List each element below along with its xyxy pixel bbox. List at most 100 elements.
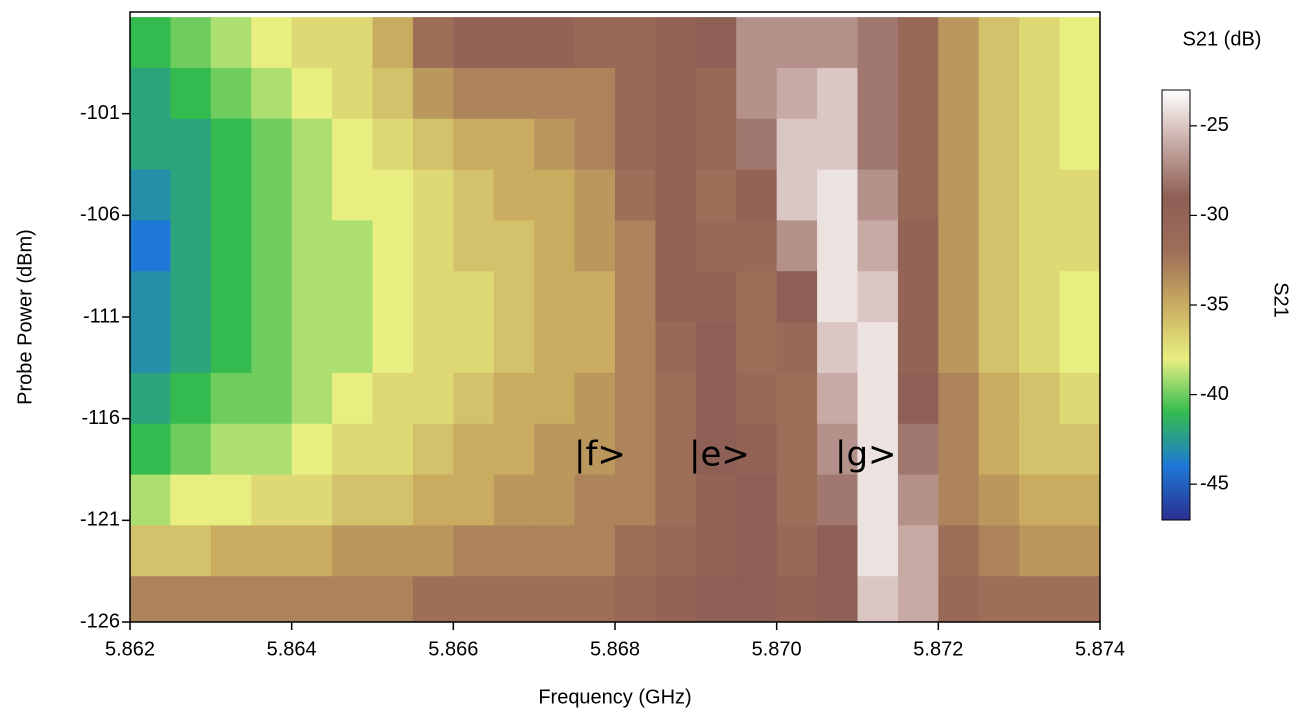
heatmap-cell — [695, 67, 737, 120]
heatmap-cell — [453, 271, 495, 323]
heatmap-cell — [817, 525, 858, 577]
heatmap-cell — [978, 372, 1020, 425]
y-tick-label: -126 — [80, 610, 120, 632]
heatmap-cell — [332, 169, 373, 221]
x-tick-label: 5.866 — [428, 638, 478, 660]
heatmap-cell — [291, 67, 333, 120]
heatmap-cell — [534, 118, 576, 171]
heatmap-cell — [695, 220, 737, 272]
heatmap-cell — [776, 271, 818, 323]
heatmap-cell — [655, 220, 697, 272]
heatmap-cell — [534, 169, 576, 221]
heatmap-cell — [372, 372, 414, 425]
heatmap-cell — [857, 220, 899, 272]
heatmap-cell — [493, 372, 535, 425]
heatmap-cell — [736, 576, 778, 622]
heatmap-cell — [574, 17, 616, 69]
heatmap-cell — [938, 17, 980, 69]
heatmap-cell — [130, 423, 171, 476]
heatmap-cell — [412, 17, 454, 69]
heatmap-cell — [574, 423, 616, 476]
heatmap-cell — [655, 118, 697, 171]
heatmap-cell — [1059, 525, 1100, 577]
heatmap-cell — [130, 17, 171, 69]
heatmap-cell — [1059, 372, 1100, 425]
heatmap-cell — [251, 118, 293, 171]
y-tick-label: -116 — [81, 407, 120, 429]
heatmap-cell — [978, 67, 1020, 120]
heatmap-cell — [776, 67, 818, 120]
heatmap-cell — [655, 525, 697, 577]
heatmap — [130, 17, 1100, 622]
heatmap-cell — [493, 118, 535, 171]
heatmap-cell — [291, 372, 333, 425]
heatmap-cell — [615, 474, 656, 526]
heatmap-cell — [372, 17, 414, 69]
heatmap-cell — [332, 271, 373, 323]
heatmap-cell — [1019, 67, 1061, 120]
heatmap-cell — [332, 322, 373, 374]
heatmap-cell — [332, 220, 373, 272]
heatmap-cell — [534, 322, 576, 374]
heatmap-cell — [130, 576, 171, 622]
heatmap-cell — [1019, 322, 1061, 374]
heatmap-cell — [493, 271, 535, 323]
y-axis-title: Probe Power (dBm) — [14, 229, 36, 405]
colorbar-label: S21 — [1270, 282, 1292, 318]
heatmap-cell — [210, 271, 252, 323]
heatmap-cell — [251, 474, 293, 526]
heatmap-cell — [291, 220, 333, 272]
heatmap-cell — [412, 271, 454, 323]
heatmap-cell — [655, 372, 697, 425]
heatmap-cell — [170, 372, 212, 425]
heatmap-cell — [170, 474, 212, 526]
heatmap-cell — [453, 169, 495, 221]
heatmap-cell — [372, 525, 414, 577]
heatmap-cell — [534, 271, 576, 323]
heatmap-cell — [574, 220, 616, 272]
heatmap-cell — [372, 423, 414, 476]
heatmap-cell — [332, 67, 373, 120]
heatmap-cell — [938, 67, 980, 120]
annotation: |g> — [835, 435, 897, 475]
heatmap-cell — [938, 525, 980, 577]
heatmap-cell — [695, 271, 737, 323]
heatmap-cell — [897, 220, 939, 272]
heatmap-cell — [251, 322, 293, 374]
heatmap-cell — [938, 474, 980, 526]
heatmap-cell — [210, 67, 252, 120]
heatmap-cell — [978, 118, 1020, 171]
heatmap-cell — [130, 220, 171, 272]
heatmap-cell — [453, 67, 495, 120]
colorbar-tick-label: -35 — [1200, 293, 1229, 315]
heatmap-cell — [736, 525, 778, 577]
x-tick-label: 5.874 — [1075, 638, 1125, 660]
heatmap-cell — [170, 17, 212, 69]
colorbar-tick-label: -25 — [1200, 114, 1229, 136]
heatmap-cell — [776, 220, 818, 272]
heatmap-cell — [291, 169, 333, 221]
heatmap-cell — [736, 474, 778, 526]
heatmap-cell — [291, 474, 333, 526]
heatmap-cell — [332, 17, 373, 69]
heatmap-cell — [897, 525, 939, 577]
heatmap-cell — [776, 118, 818, 171]
heatmap-cell — [1019, 169, 1061, 221]
heatmap-cell — [251, 576, 293, 622]
heatmap-cell — [695, 474, 737, 526]
heatmap-cell — [817, 271, 858, 323]
heatmap-cell — [170, 220, 212, 272]
colorbar-title: S21 (dB) — [1183, 28, 1262, 50]
heatmap-cell — [1059, 322, 1100, 374]
heatmap-cell — [615, 118, 656, 171]
heatmap-cell — [615, 423, 656, 476]
heatmap-cell — [1059, 17, 1100, 69]
heatmap-cell — [332, 576, 373, 622]
heatmap-cell — [978, 169, 1020, 221]
heatmap-cell — [534, 576, 576, 622]
heatmap-cell — [130, 322, 171, 374]
heatmap-cell — [857, 423, 899, 476]
heatmap-cell — [776, 576, 818, 622]
heatmap-cell — [655, 423, 697, 476]
heatmap-cell — [695, 169, 737, 221]
